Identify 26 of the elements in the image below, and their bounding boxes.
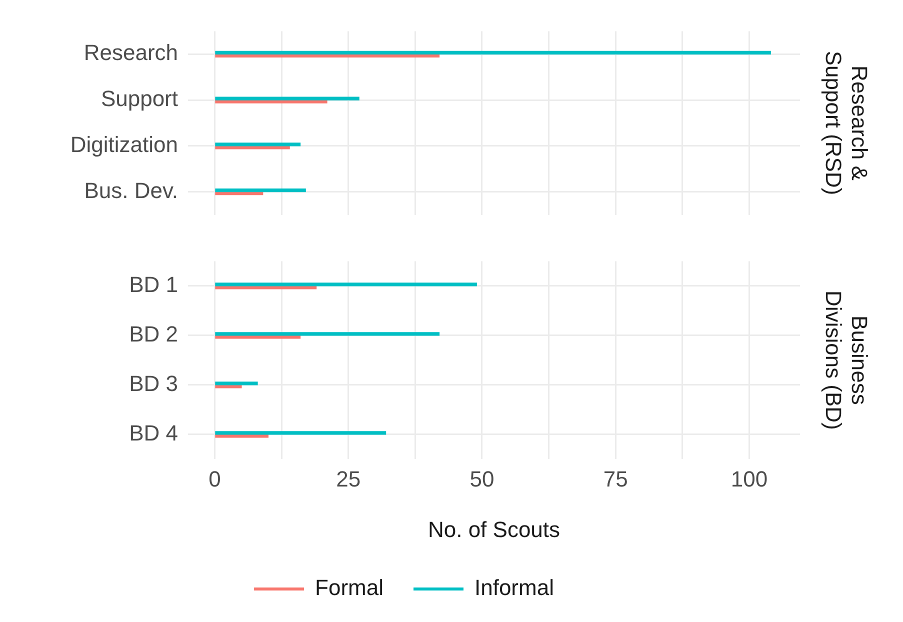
y-tick-label: Bus. Dev. xyxy=(84,178,178,203)
y-tick-label: Digitization xyxy=(70,132,178,158)
bar xyxy=(215,96,360,100)
bar xyxy=(215,332,440,336)
bar xyxy=(215,142,301,146)
y-tick-label: BD 2 xyxy=(129,322,178,347)
y2-axis-title: Research & Support (RSD) xyxy=(820,50,872,196)
bar xyxy=(215,50,771,54)
y-tick-label: BD 3 xyxy=(129,371,178,396)
x-tick-label: 75 xyxy=(603,466,628,492)
x-tick-label: 100 xyxy=(730,466,768,492)
bar xyxy=(215,282,477,286)
bar xyxy=(215,431,386,435)
bar xyxy=(215,188,306,192)
y-tick-label: Support xyxy=(100,86,178,112)
x-tick-label: 0 xyxy=(208,466,221,492)
x-axis-title: No. of Scouts xyxy=(428,516,560,542)
x-tick-label: 25 xyxy=(336,466,361,492)
y-tick-label: Research xyxy=(84,40,178,66)
y2-axis-title: Business Divisions (BD) xyxy=(820,290,872,430)
y-tick-label: BD 1 xyxy=(129,272,178,298)
legend-label: Informal xyxy=(474,575,554,600)
y-tick-label: BD 4 xyxy=(129,420,178,446)
legend-label: Formal xyxy=(315,575,384,600)
bar xyxy=(215,382,258,386)
x-tick-label: 50 xyxy=(470,466,494,492)
